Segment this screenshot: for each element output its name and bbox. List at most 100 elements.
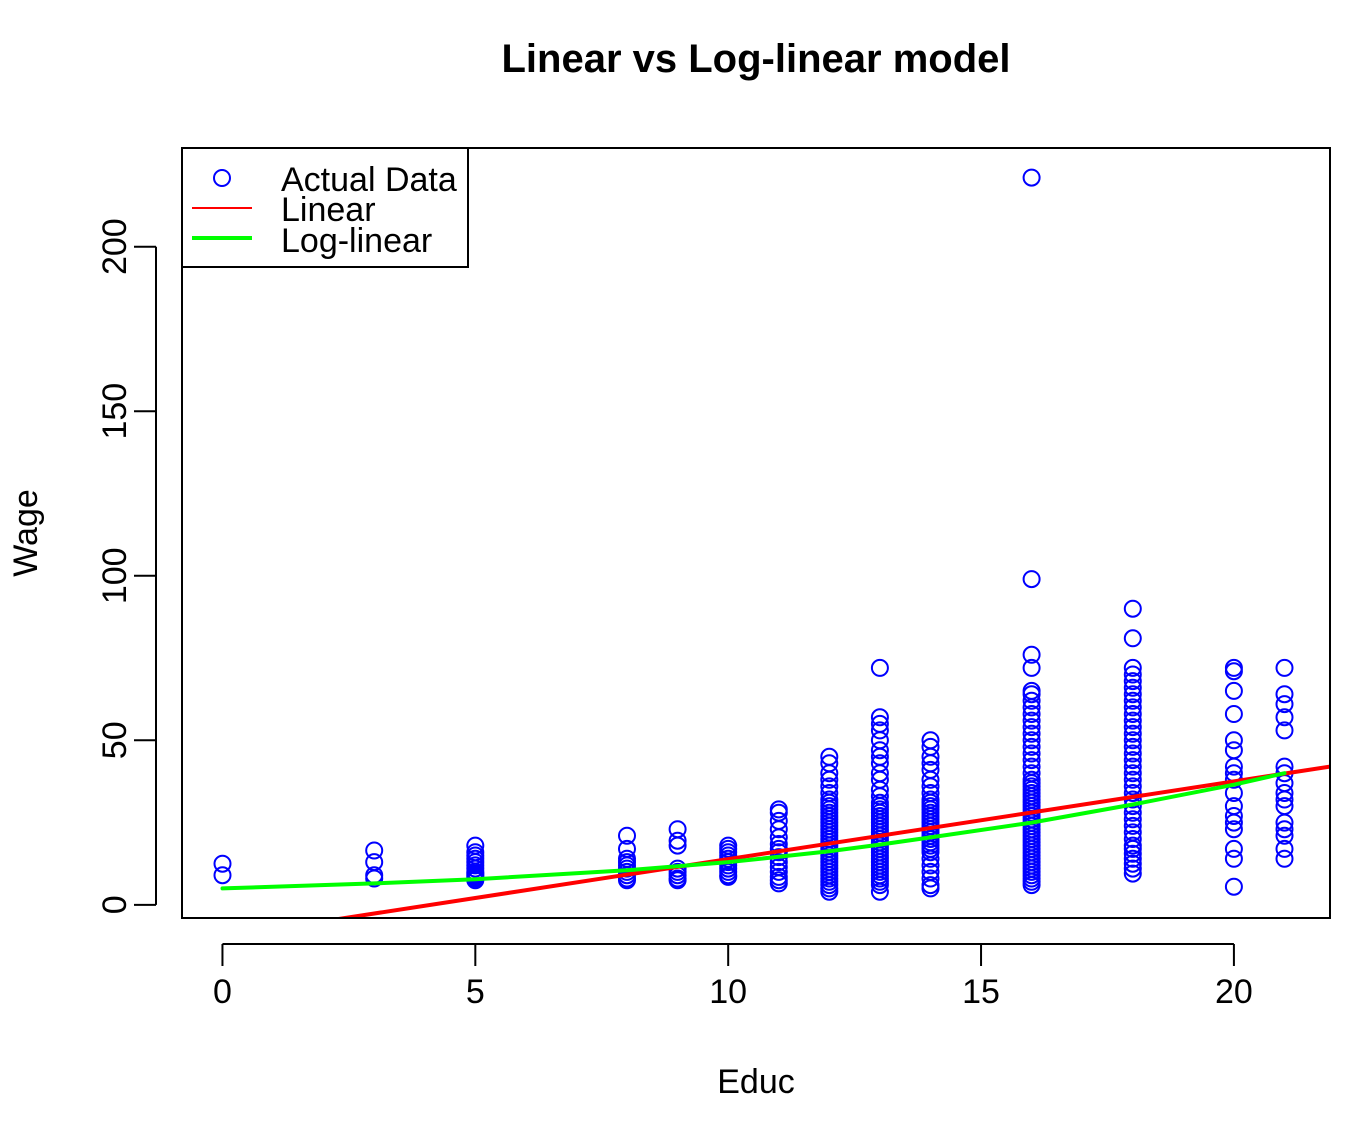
data-point bbox=[1123, 816, 1142, 835]
data-point bbox=[1123, 757, 1142, 776]
chart-title: Linear vs Log-linear model bbox=[501, 37, 1010, 81]
data-point bbox=[1224, 797, 1243, 816]
data-point bbox=[1275, 695, 1294, 714]
data-point bbox=[1123, 764, 1142, 783]
y-axis: 0 50 100 150 200 bbox=[96, 218, 157, 914]
data-point bbox=[1224, 849, 1243, 868]
data-point bbox=[769, 858, 788, 876]
data-point bbox=[820, 790, 839, 809]
data-point bbox=[1123, 810, 1142, 829]
data-point bbox=[1022, 744, 1041, 763]
data-point bbox=[1123, 658, 1142, 677]
data-point bbox=[1123, 830, 1142, 848]
legend: Actual Data Linear Log-linear bbox=[181, 147, 469, 268]
x-tick-label: 10 bbox=[709, 973, 747, 1011]
data-point bbox=[1123, 685, 1142, 704]
data-point bbox=[1224, 658, 1243, 677]
data-point bbox=[719, 836, 738, 855]
data-point bbox=[870, 658, 889, 677]
data-point bbox=[466, 836, 485, 855]
data-point bbox=[618, 826, 636, 845]
data-point bbox=[921, 876, 940, 895]
data-point bbox=[1022, 724, 1041, 743]
data-point bbox=[1224, 705, 1243, 723]
data-point bbox=[1022, 751, 1041, 770]
data-point bbox=[1123, 859, 1142, 878]
data-point bbox=[1123, 731, 1142, 750]
data-point bbox=[1224, 877, 1243, 896]
data-point bbox=[1022, 570, 1041, 589]
data-point bbox=[1123, 705, 1142, 723]
data-point bbox=[365, 841, 384, 860]
data-point bbox=[870, 708, 889, 727]
data-point bbox=[1123, 777, 1142, 796]
data-point bbox=[1022, 770, 1041, 789]
data-point bbox=[1022, 764, 1041, 783]
data-point bbox=[870, 793, 889, 812]
data-point bbox=[820, 747, 839, 766]
data-point bbox=[1275, 708, 1294, 727]
data-point bbox=[1022, 757, 1041, 776]
y-tick-label: 100 bbox=[96, 547, 134, 604]
data-point bbox=[1224, 731, 1243, 750]
lines-layer bbox=[220, 764, 1330, 918]
plot-frame bbox=[181, 147, 1331, 919]
data-point bbox=[1022, 711, 1041, 730]
data-point bbox=[820, 754, 839, 773]
y-axis-label: Wage bbox=[7, 489, 45, 577]
data-point bbox=[1224, 807, 1243, 825]
y-tick-label: 200 bbox=[96, 218, 134, 275]
data-point bbox=[1224, 820, 1243, 839]
data-point bbox=[1022, 737, 1041, 756]
data-point bbox=[921, 790, 940, 809]
y-tick-label: 0 bbox=[96, 895, 134, 914]
data-point bbox=[870, 721, 889, 740]
data-point bbox=[668, 831, 687, 850]
data-point bbox=[1123, 672, 1142, 691]
x-tick-label: 5 bbox=[466, 973, 485, 1011]
legend-linear-label: Linear bbox=[281, 191, 376, 229]
x-tick-label: 20 bbox=[1215, 973, 1253, 1011]
data-point bbox=[769, 800, 788, 819]
data-point bbox=[1275, 685, 1294, 704]
data-point bbox=[921, 869, 940, 888]
data-point bbox=[1275, 721, 1294, 740]
data-point bbox=[769, 867, 788, 886]
data-point bbox=[1275, 849, 1294, 868]
data-point bbox=[1022, 731, 1041, 750]
data-point bbox=[1275, 820, 1294, 839]
data-point bbox=[1123, 844, 1142, 863]
data-point bbox=[1123, 770, 1142, 789]
data-point bbox=[1022, 691, 1041, 710]
data-point bbox=[870, 714, 889, 733]
data-point bbox=[1275, 797, 1294, 816]
data-point bbox=[921, 862, 940, 881]
data-point bbox=[213, 866, 232, 885]
data-point bbox=[1123, 711, 1142, 730]
data-point bbox=[1123, 849, 1142, 868]
data-point bbox=[1022, 705, 1041, 723]
data-point bbox=[1224, 839, 1243, 858]
data-point bbox=[769, 862, 788, 881]
data-point bbox=[1123, 665, 1142, 684]
data-point bbox=[921, 760, 940, 779]
data-point bbox=[668, 820, 687, 839]
data-point bbox=[1275, 826, 1294, 845]
data-point bbox=[1275, 839, 1294, 858]
data-point bbox=[213, 854, 232, 873]
data-point bbox=[1224, 681, 1243, 700]
data-point bbox=[1123, 751, 1142, 770]
points-layer bbox=[213, 168, 1294, 901]
y-tick-label: 150 bbox=[96, 383, 134, 440]
data-point bbox=[1123, 718, 1142, 737]
data-point bbox=[1123, 823, 1142, 842]
data-point bbox=[1275, 784, 1294, 802]
y-tick-label: 50 bbox=[96, 721, 134, 759]
data-point bbox=[1022, 168, 1041, 187]
data-point bbox=[769, 853, 788, 872]
data-point bbox=[921, 731, 940, 750]
data-point bbox=[1123, 691, 1142, 710]
data-point bbox=[870, 741, 889, 760]
data-point bbox=[1123, 724, 1142, 743]
